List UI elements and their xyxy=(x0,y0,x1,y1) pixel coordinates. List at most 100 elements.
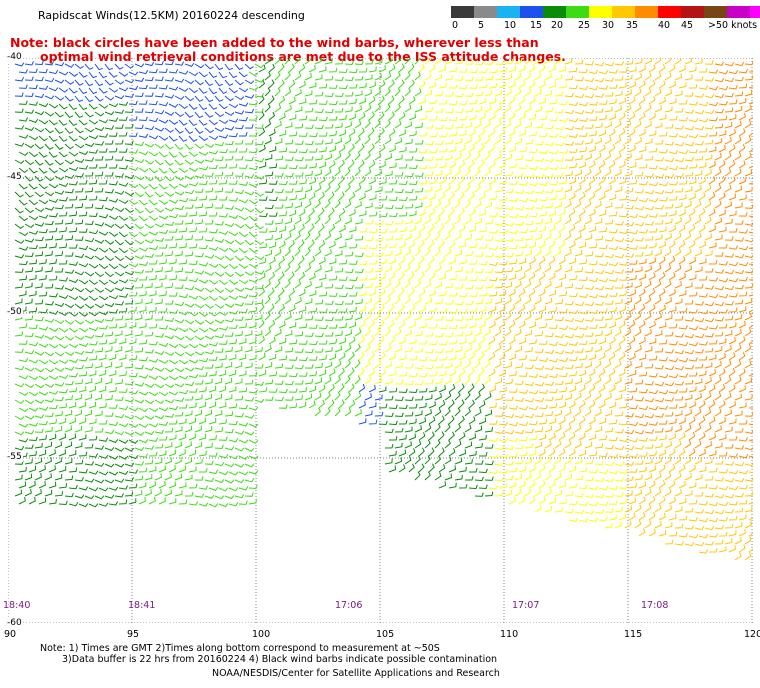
wind-barb xyxy=(724,285,735,291)
wind-barb xyxy=(498,213,509,218)
wind-barb xyxy=(718,70,729,75)
wind-barb xyxy=(204,319,215,325)
wind-barb xyxy=(598,192,606,201)
wind-barb xyxy=(369,259,378,265)
wind-barb xyxy=(544,72,552,81)
wind-barb xyxy=(478,383,485,393)
wind-barb xyxy=(508,353,517,361)
wind-barb xyxy=(638,452,648,457)
wind-barb xyxy=(234,172,244,177)
wind-barb xyxy=(458,432,466,441)
wind-barb xyxy=(704,216,712,225)
wind-barb xyxy=(534,204,544,209)
wind-barb xyxy=(428,323,438,329)
wind-barb xyxy=(78,245,89,251)
wind-barb xyxy=(714,269,725,274)
wind-barb xyxy=(564,300,574,306)
wind-barb xyxy=(534,488,542,497)
wind-barb xyxy=(78,103,88,111)
wind-barb xyxy=(354,105,362,113)
wind-barb xyxy=(248,215,258,222)
wind-barb xyxy=(734,61,745,67)
wind-barb xyxy=(668,374,679,379)
wind-barb xyxy=(94,362,103,369)
wind-barb xyxy=(678,448,686,457)
wind-barb xyxy=(188,196,198,201)
wind-barb xyxy=(744,238,753,243)
wind-barb xyxy=(124,93,135,98)
wind-barb xyxy=(114,255,124,262)
wind-barb xyxy=(258,257,267,265)
wind-barb xyxy=(458,338,467,345)
wind-barb xyxy=(244,463,255,468)
wind-barb xyxy=(208,135,219,141)
wind-barb xyxy=(188,433,197,441)
wind-barb xyxy=(514,363,523,369)
wind-barb xyxy=(208,263,219,268)
wind-barb xyxy=(574,333,585,338)
wind-barb xyxy=(514,88,522,97)
wind-barb xyxy=(308,99,318,105)
wind-barb xyxy=(564,141,575,146)
wind-barb xyxy=(114,413,125,419)
wind-barb xyxy=(104,331,114,337)
wind-barb xyxy=(158,167,168,174)
wind-barb xyxy=(728,453,739,458)
wind-barb xyxy=(424,231,431,241)
wind-barb xyxy=(158,119,169,124)
wind-barb xyxy=(448,146,457,153)
wind-barb xyxy=(244,79,255,85)
wind-barb xyxy=(628,179,638,185)
lat-label: -55 xyxy=(6,452,23,462)
wind-barb xyxy=(674,395,684,401)
wind-barb xyxy=(238,279,249,285)
wind-barb xyxy=(44,159,54,166)
wind-barb xyxy=(374,343,381,353)
wind-barb xyxy=(284,104,292,113)
wind-barb xyxy=(134,330,143,337)
wind-barb xyxy=(654,442,663,449)
wind-barb xyxy=(338,352,346,361)
wind-barb xyxy=(738,544,746,553)
wind-barb xyxy=(724,152,732,161)
wind-barb xyxy=(548,464,556,473)
wind-barb xyxy=(354,218,363,225)
wind-barb xyxy=(698,177,706,185)
wind-barb xyxy=(38,449,47,457)
wind-barb xyxy=(428,255,435,265)
wind-barb xyxy=(594,509,605,514)
wind-barb xyxy=(514,380,524,385)
wind-barb xyxy=(104,394,113,401)
wind-barb xyxy=(675,107,684,113)
wind-barb xyxy=(514,236,524,242)
wind-barb xyxy=(108,370,117,377)
footer-note-2: 3)Data buffer is 22 hrs from 20160224 4)… xyxy=(62,654,498,665)
wind-barb xyxy=(184,251,194,257)
wind-barb xyxy=(214,221,225,226)
wind-barb xyxy=(224,346,233,353)
wind-barb xyxy=(488,336,496,345)
wind-barb xyxy=(34,93,45,99)
wind-barb xyxy=(618,178,627,185)
wind-barb xyxy=(528,197,539,203)
wind-barb xyxy=(714,78,725,83)
wind-barb xyxy=(194,319,205,325)
wind-barb xyxy=(608,453,619,459)
wind-barb xyxy=(728,160,736,169)
wind-barb xyxy=(638,512,646,521)
wind-barb xyxy=(578,241,587,249)
wind-barb xyxy=(744,429,753,434)
wind-barb xyxy=(594,330,603,337)
wind-barb xyxy=(348,192,356,201)
wind-barb xyxy=(64,303,75,309)
wind-barb xyxy=(708,192,716,201)
colorbar-label: 15 xyxy=(530,20,543,31)
wind-barb xyxy=(634,73,642,81)
wind-barb xyxy=(608,292,618,297)
wind-barb xyxy=(58,71,69,76)
wind-barb xyxy=(628,468,638,473)
wind-barb xyxy=(378,127,385,137)
wind-barb xyxy=(544,488,552,497)
wind-barb xyxy=(148,199,158,206)
wind-barb xyxy=(298,179,307,185)
